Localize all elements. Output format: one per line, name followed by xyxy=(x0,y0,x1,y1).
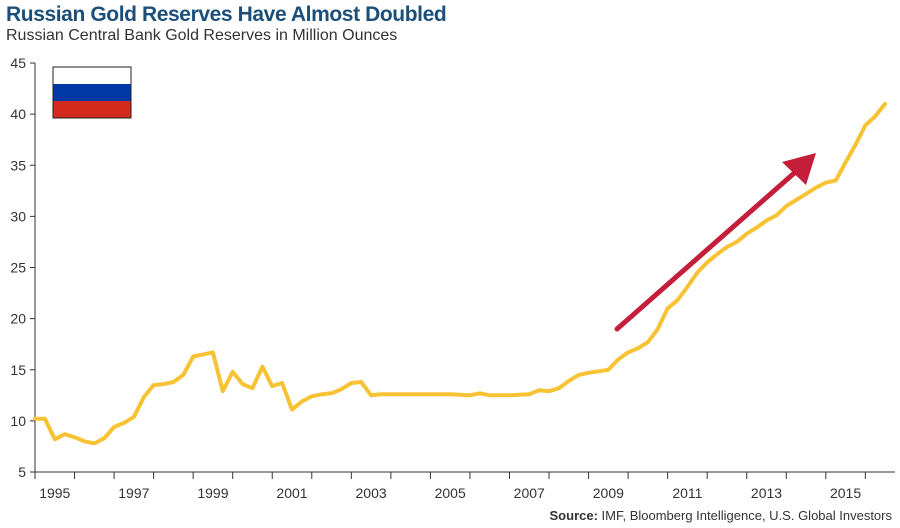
flag-white-stripe xyxy=(53,67,131,84)
y-tick-label: 30 xyxy=(10,208,26,224)
x-tick-label: 2005 xyxy=(435,485,466,501)
x-tick-label: 1999 xyxy=(197,485,228,501)
y-tick-label: 20 xyxy=(10,311,26,327)
x-tick-label: 2003 xyxy=(356,485,387,501)
x-tick-label: 2007 xyxy=(514,485,545,501)
y-tick-label: 25 xyxy=(10,260,26,276)
trend-arrow-shaft xyxy=(614,165,803,332)
x-tick-label: 2009 xyxy=(593,485,624,501)
y-tick-label: 35 xyxy=(10,157,26,173)
y-tick-label: 15 xyxy=(10,362,26,378)
chart-subtitle: Russian Central Bank Gold Reserves in Mi… xyxy=(6,27,398,44)
flag-blue-stripe xyxy=(53,84,131,101)
x-tick-label: 2001 xyxy=(276,485,307,501)
y-tick-label: 45 xyxy=(10,55,26,71)
y-tick-label: 10 xyxy=(10,413,26,429)
source-text: IMF, Bloomberg Intelligence, U.S. Global… xyxy=(597,508,892,523)
x-tick-label: 1995 xyxy=(39,485,70,501)
x-tick-label: 2011 xyxy=(672,485,702,501)
flag-red-stripe xyxy=(53,101,131,118)
trend-arrow-head xyxy=(782,153,816,185)
y-tick-label: 40 xyxy=(10,106,26,122)
chart-title: Russian Gold Reserves Have Almost Double… xyxy=(6,3,447,26)
x-tick-label: 2013 xyxy=(751,485,782,501)
series-line xyxy=(33,101,888,446)
x-tick-label: 1997 xyxy=(118,485,149,501)
russian-flag-icon xyxy=(52,66,132,119)
x-tick-label: 2015 xyxy=(830,485,861,501)
y-tick-label: 5 xyxy=(18,464,26,480)
source-note: Source: IMF, Bloomberg Intelligence, U.S… xyxy=(550,508,892,523)
source-label: Source: xyxy=(549,508,598,523)
